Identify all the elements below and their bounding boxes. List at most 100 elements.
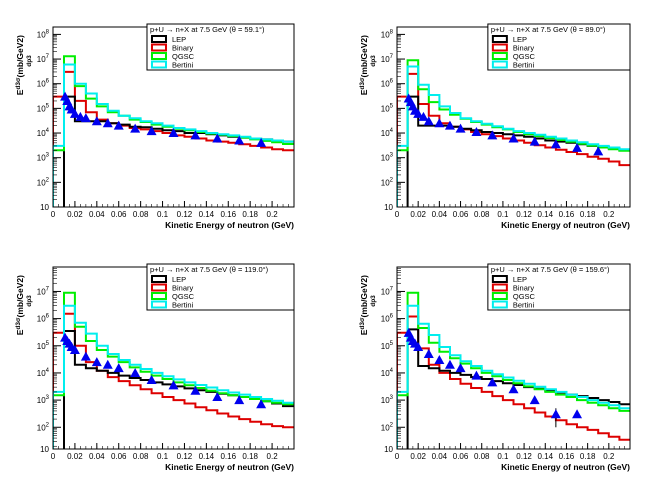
- legend-swatch-bertini: [491, 60, 508, 69]
- series-bertini-line: [397, 65, 630, 207]
- series-binary-line: [397, 315, 630, 449]
- x-axis-label: Kinetic Energy of neutron (GeV): [165, 462, 294, 472]
- x-tick-label: 0.12: [177, 452, 193, 461]
- chart-panel-3: 0 0.02 0.04 0.06 0.08 0.1 0.12 0.14 0.16 0.18 0.2 1…: [15, 263, 295, 472]
- chart-panel-1: 0 0.02 0.04 0.06 0.08 0.1 0.12 0.14 0.16 0.18 0.2 1…: [15, 23, 295, 230]
- x-tick-label: 0: [395, 210, 400, 219]
- x-tick-label: 0: [51, 452, 56, 461]
- legend-swatch-qgsc: [150, 52, 167, 60]
- y-axis-label: Ed3σ(mb/GeV2): [15, 275, 25, 335]
- chart-title: p+U → n+X at 7.5 GeV (θ = 159.6°): [491, 265, 610, 274]
- x-tick-label: 0.14: [537, 452, 553, 461]
- legend-swatch-lep: [150, 35, 167, 43]
- legend-label-qgsc: QGSC: [172, 52, 195, 61]
- data-point-marker-15: [234, 395, 245, 405]
- y-axis-label-denominator: dp3: [370, 295, 377, 307]
- x-tick-label: 0.04: [89, 452, 105, 461]
- x-tick-label: 0.16: [220, 210, 236, 219]
- data-point-marker-16: [234, 135, 245, 145]
- y-tick-label: 106: [37, 79, 50, 89]
- y-tick-label: 107: [37, 286, 50, 296]
- legend-box: [487, 23, 631, 71]
- legend-swatch-binary: [491, 43, 508, 52]
- y-tick-label: 104: [381, 128, 394, 138]
- x-tick-label: 0.12: [177, 210, 193, 219]
- data-point-marker-5: [413, 108, 424, 118]
- data-point-marker-8: [91, 116, 102, 126]
- data-point-marker-7: [423, 116, 434, 126]
- data-point-marker-17: [593, 146, 604, 156]
- legend-swatch-qgsc: [491, 292, 508, 300]
- legend-swatch-bertini: [491, 300, 508, 309]
- legend-label-binary: Binary: [513, 284, 535, 293]
- data-point-marker-11: [487, 377, 498, 387]
- data-point-marker-11: [130, 123, 141, 133]
- x-axis-label: Kinetic Energy of neutron (GeV): [501, 462, 630, 472]
- x-tick-label: 0.02: [410, 210, 426, 219]
- x-tick-label: 0.18: [242, 210, 258, 219]
- data-point-marker-14: [550, 409, 561, 419]
- data-point-marker-12: [487, 130, 498, 140]
- legend-swatch-lep: [491, 35, 508, 43]
- legend-label-binary: Binary: [172, 284, 194, 293]
- y-tick-label: 108: [37, 29, 50, 39]
- x-tick-label: 0.02: [410, 452, 426, 461]
- x-tick-label: 0.16: [559, 210, 575, 219]
- data-point-marker-16: [572, 142, 583, 152]
- legend-swatch-lep: [491, 275, 508, 283]
- data-point-marker-7: [434, 354, 445, 364]
- y-axis-label-denominator: dp3: [370, 55, 377, 67]
- legend-label-bertini: Bertini: [513, 61, 535, 70]
- y-tick-label: 105: [37, 103, 50, 113]
- legend-label-lep: LEP: [513, 275, 527, 284]
- legend-label-binary: Binary: [513, 44, 535, 53]
- x-tick-label: 0.08: [133, 210, 149, 219]
- legend-swatch-binary: [491, 283, 508, 292]
- data-point-marker-9: [444, 120, 455, 130]
- data-point-marker-10: [113, 120, 124, 130]
- data-point-marker-8: [444, 359, 455, 369]
- y-tick-label: 106: [381, 79, 394, 89]
- x-tick-label: 0.2: [267, 452, 279, 461]
- x-tick-label: 0: [51, 210, 56, 219]
- series-bertini-line: [53, 63, 294, 207]
- legend-label-qgsc: QGSC: [513, 292, 536, 301]
- legend-box: [146, 23, 295, 71]
- y-tick-label: 102: [381, 422, 394, 432]
- series-lep-line: [63, 95, 294, 207]
- data-point-marker-14: [529, 136, 540, 146]
- data-point-marker-13: [190, 385, 201, 395]
- x-tick-label: 0.1: [157, 210, 169, 219]
- data-point-marker-16: [256, 399, 267, 409]
- x-axis-label: Kinetic Energy of neutron (GeV): [501, 220, 630, 230]
- series-binary-line: [53, 312, 294, 449]
- x-tick-label: 0.2: [603, 210, 615, 219]
- data-point-marker-10: [455, 123, 466, 133]
- y-tick-label: 104: [381, 368, 394, 378]
- y-tick-label: 103: [37, 153, 50, 163]
- data-point-marker-8: [434, 118, 445, 128]
- data-point-marker-12: [168, 380, 179, 390]
- y-axis-label-denominator: dp3: [26, 295, 33, 307]
- data-point-marker-5: [69, 108, 80, 118]
- x-tick-label: 0.1: [497, 452, 509, 461]
- series-bertini-line: [397, 304, 630, 449]
- x-tick-label: 0.14: [537, 210, 553, 219]
- data-point-marker-7: [91, 357, 102, 367]
- data-point-marker-11: [471, 127, 482, 137]
- x-tick-label: 0.18: [580, 210, 596, 219]
- data-point-marker-13: [508, 133, 519, 143]
- x-tick-label: 0.2: [603, 452, 615, 461]
- chart-title: p+U → n+X at 7.5 GeV (θ = 59.1°): [150, 25, 265, 34]
- data-point-marker-9: [113, 363, 124, 373]
- x-tick-label: 0.14: [199, 210, 215, 219]
- x-tick-label: 0.08: [133, 452, 149, 461]
- legend-label-qgsc: QGSC: [172, 292, 195, 301]
- series-bertini-line: [53, 304, 294, 449]
- y-tick-label: 10: [40, 203, 49, 212]
- data-point-marker-6: [80, 351, 91, 361]
- x-tick-label: 0.16: [220, 452, 236, 461]
- legend-label-bertini: Bertini: [172, 301, 194, 310]
- data-point-marker-14: [212, 392, 223, 402]
- x-axis-label: Kinetic Energy of neutron (GeV): [165, 220, 294, 230]
